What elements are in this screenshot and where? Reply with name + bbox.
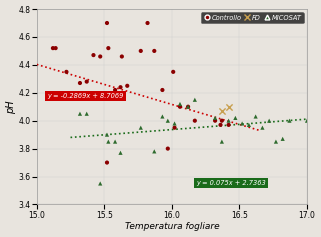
Point [53,46,58,50]
Point [226,119,231,123]
Point [106,46,111,50]
Point [172,126,177,130]
Point [178,105,183,109]
Point [138,49,143,53]
Legend: Controllo, FD, MICOSAT: Controllo, FD, MICOSAT [201,12,304,23]
X-axis label: Temperatura fogliare: Temperatura fogliare [125,223,219,232]
Point [213,119,218,123]
Point [213,116,218,120]
Point [273,140,279,144]
Point [186,105,191,109]
Point [119,55,125,58]
Text: y = 0.075x + 2.7363: y = 0.075x + 2.7363 [196,180,266,186]
Point [84,112,89,116]
Point [280,137,285,141]
Point [192,119,197,123]
Point [113,140,118,144]
Point [152,49,157,53]
Point [104,21,109,25]
Point [106,140,111,144]
Y-axis label: pH: pH [5,100,15,114]
Point [171,70,176,74]
Point [226,123,231,127]
Point [118,151,123,155]
Point [104,161,109,164]
Point [160,88,165,92]
Point [172,122,177,125]
Point [98,182,103,185]
Point [219,140,224,144]
Point [253,115,258,118]
Point [239,122,245,125]
Point [287,119,292,123]
Point [160,115,165,118]
Point [138,126,143,130]
Point [304,119,309,123]
Text: y = -0.2869x + 8.7069: y = -0.2869x + 8.7069 [48,93,124,99]
Point [186,105,191,109]
Point [104,133,109,137]
Point [113,88,118,92]
Point [64,70,69,74]
Point [145,21,150,25]
Point [77,81,82,85]
Point [77,112,82,116]
Point [84,80,89,83]
Point [178,102,183,106]
Point [218,123,223,127]
Point [152,150,157,153]
Point [118,85,123,89]
Point [165,119,170,123]
Point [219,119,224,123]
Point [98,55,103,58]
Point [219,109,224,113]
Point [50,46,56,50]
Point [226,105,231,109]
Point [165,147,170,150]
Point [246,123,251,127]
Point [91,53,96,57]
Point [267,119,272,123]
Point [233,116,238,120]
Point [192,98,197,102]
Point [125,84,130,88]
Point [260,126,265,130]
